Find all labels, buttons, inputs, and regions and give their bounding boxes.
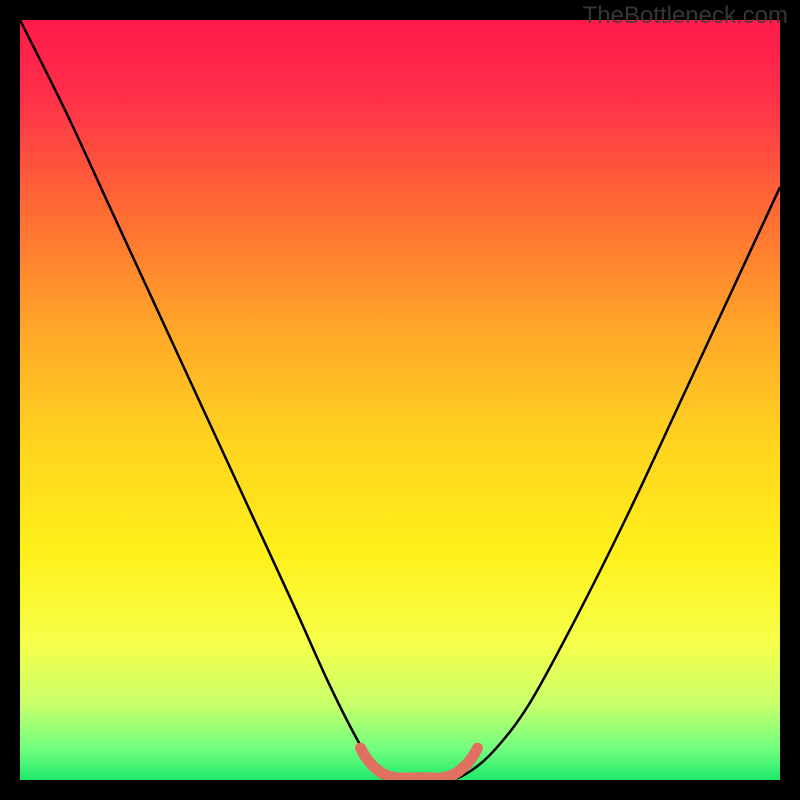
bottleneck-curve (20, 20, 780, 780)
optimal-range-highlight (360, 748, 477, 778)
chart-frame: TheBottleneck.com (0, 0, 800, 800)
curve-layer (20, 20, 780, 780)
plot-area (20, 20, 780, 780)
watermark-text: TheBottleneck.com (583, 2, 788, 30)
